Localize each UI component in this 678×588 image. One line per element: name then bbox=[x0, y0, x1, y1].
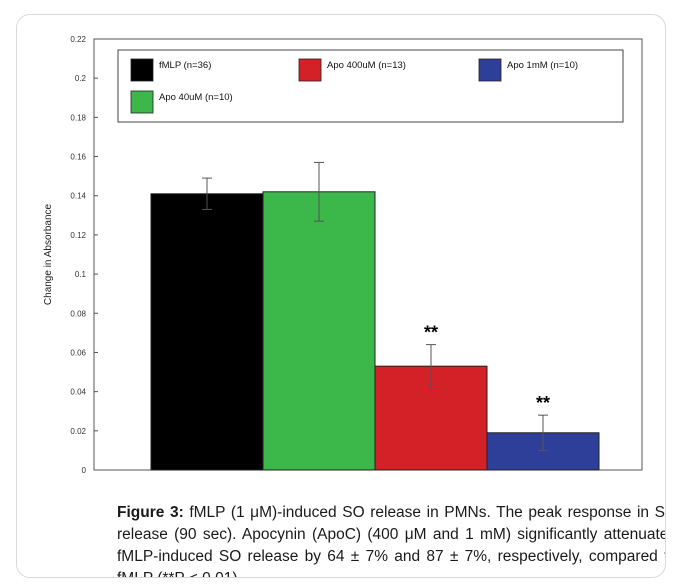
caption-text: fMLP (1 μM)-induced SO release in PMNs. … bbox=[117, 504, 665, 577]
y-tick-label: 0.18 bbox=[70, 113, 86, 122]
y-tick-label: 0.04 bbox=[70, 388, 86, 397]
y-tick-label: 0.02 bbox=[70, 427, 86, 436]
legend-label: fMLP (n=36) bbox=[159, 60, 211, 71]
y-tick-label: 0 bbox=[82, 466, 87, 475]
significance-annotation: ** bbox=[424, 323, 438, 343]
figure-label: Figure 3: bbox=[117, 504, 184, 521]
significance-annotation: ** bbox=[536, 393, 550, 413]
legend-swatch bbox=[130, 90, 154, 114]
bar bbox=[150, 193, 264, 471]
legend-box bbox=[117, 49, 624, 123]
chart-area: 0 0.02 0.04 0.06 0.08 0.1 0.12 0.14 0.16 0.18 0.2 0… bbox=[17, 15, 665, 485]
y-tick-label: 0.08 bbox=[70, 309, 86, 318]
legend-label: Apo 1mM (n=10) bbox=[507, 60, 578, 71]
legend-swatch bbox=[298, 58, 322, 82]
figure-caption: Figure 3: fMLP (1 μM)-induced SO release… bbox=[117, 502, 665, 577]
bar-chart: 0 0.02 0.04 0.06 0.08 0.1 0.12 0.14 0.16 0.18 0.2 0… bbox=[43, 35, 643, 475]
legend-swatch bbox=[478, 58, 502, 82]
legend-label: Apo 400uM (n=13) bbox=[327, 60, 406, 71]
y-tick-label: 0.2 bbox=[75, 74, 87, 83]
y-tick-label: 0.22 bbox=[70, 35, 86, 44]
y-tick-label: 0.1 bbox=[75, 270, 87, 279]
y-tick-label: 0.06 bbox=[70, 348, 86, 357]
y-axis-label: Change in Absorbance bbox=[43, 203, 54, 305]
y-tick-label: 0.12 bbox=[70, 231, 86, 240]
bar bbox=[262, 191, 376, 471]
y-tick-label: 0.14 bbox=[70, 192, 86, 201]
legend-swatch bbox=[130, 58, 154, 82]
figure-frame: 0 0.02 0.04 0.06 0.08 0.1 0.12 0.14 0.16 0.18 0.2 0… bbox=[16, 14, 666, 578]
y-tick-label: 0.16 bbox=[70, 153, 86, 162]
legend-label: Apo 40uM (n=10) bbox=[159, 92, 233, 103]
